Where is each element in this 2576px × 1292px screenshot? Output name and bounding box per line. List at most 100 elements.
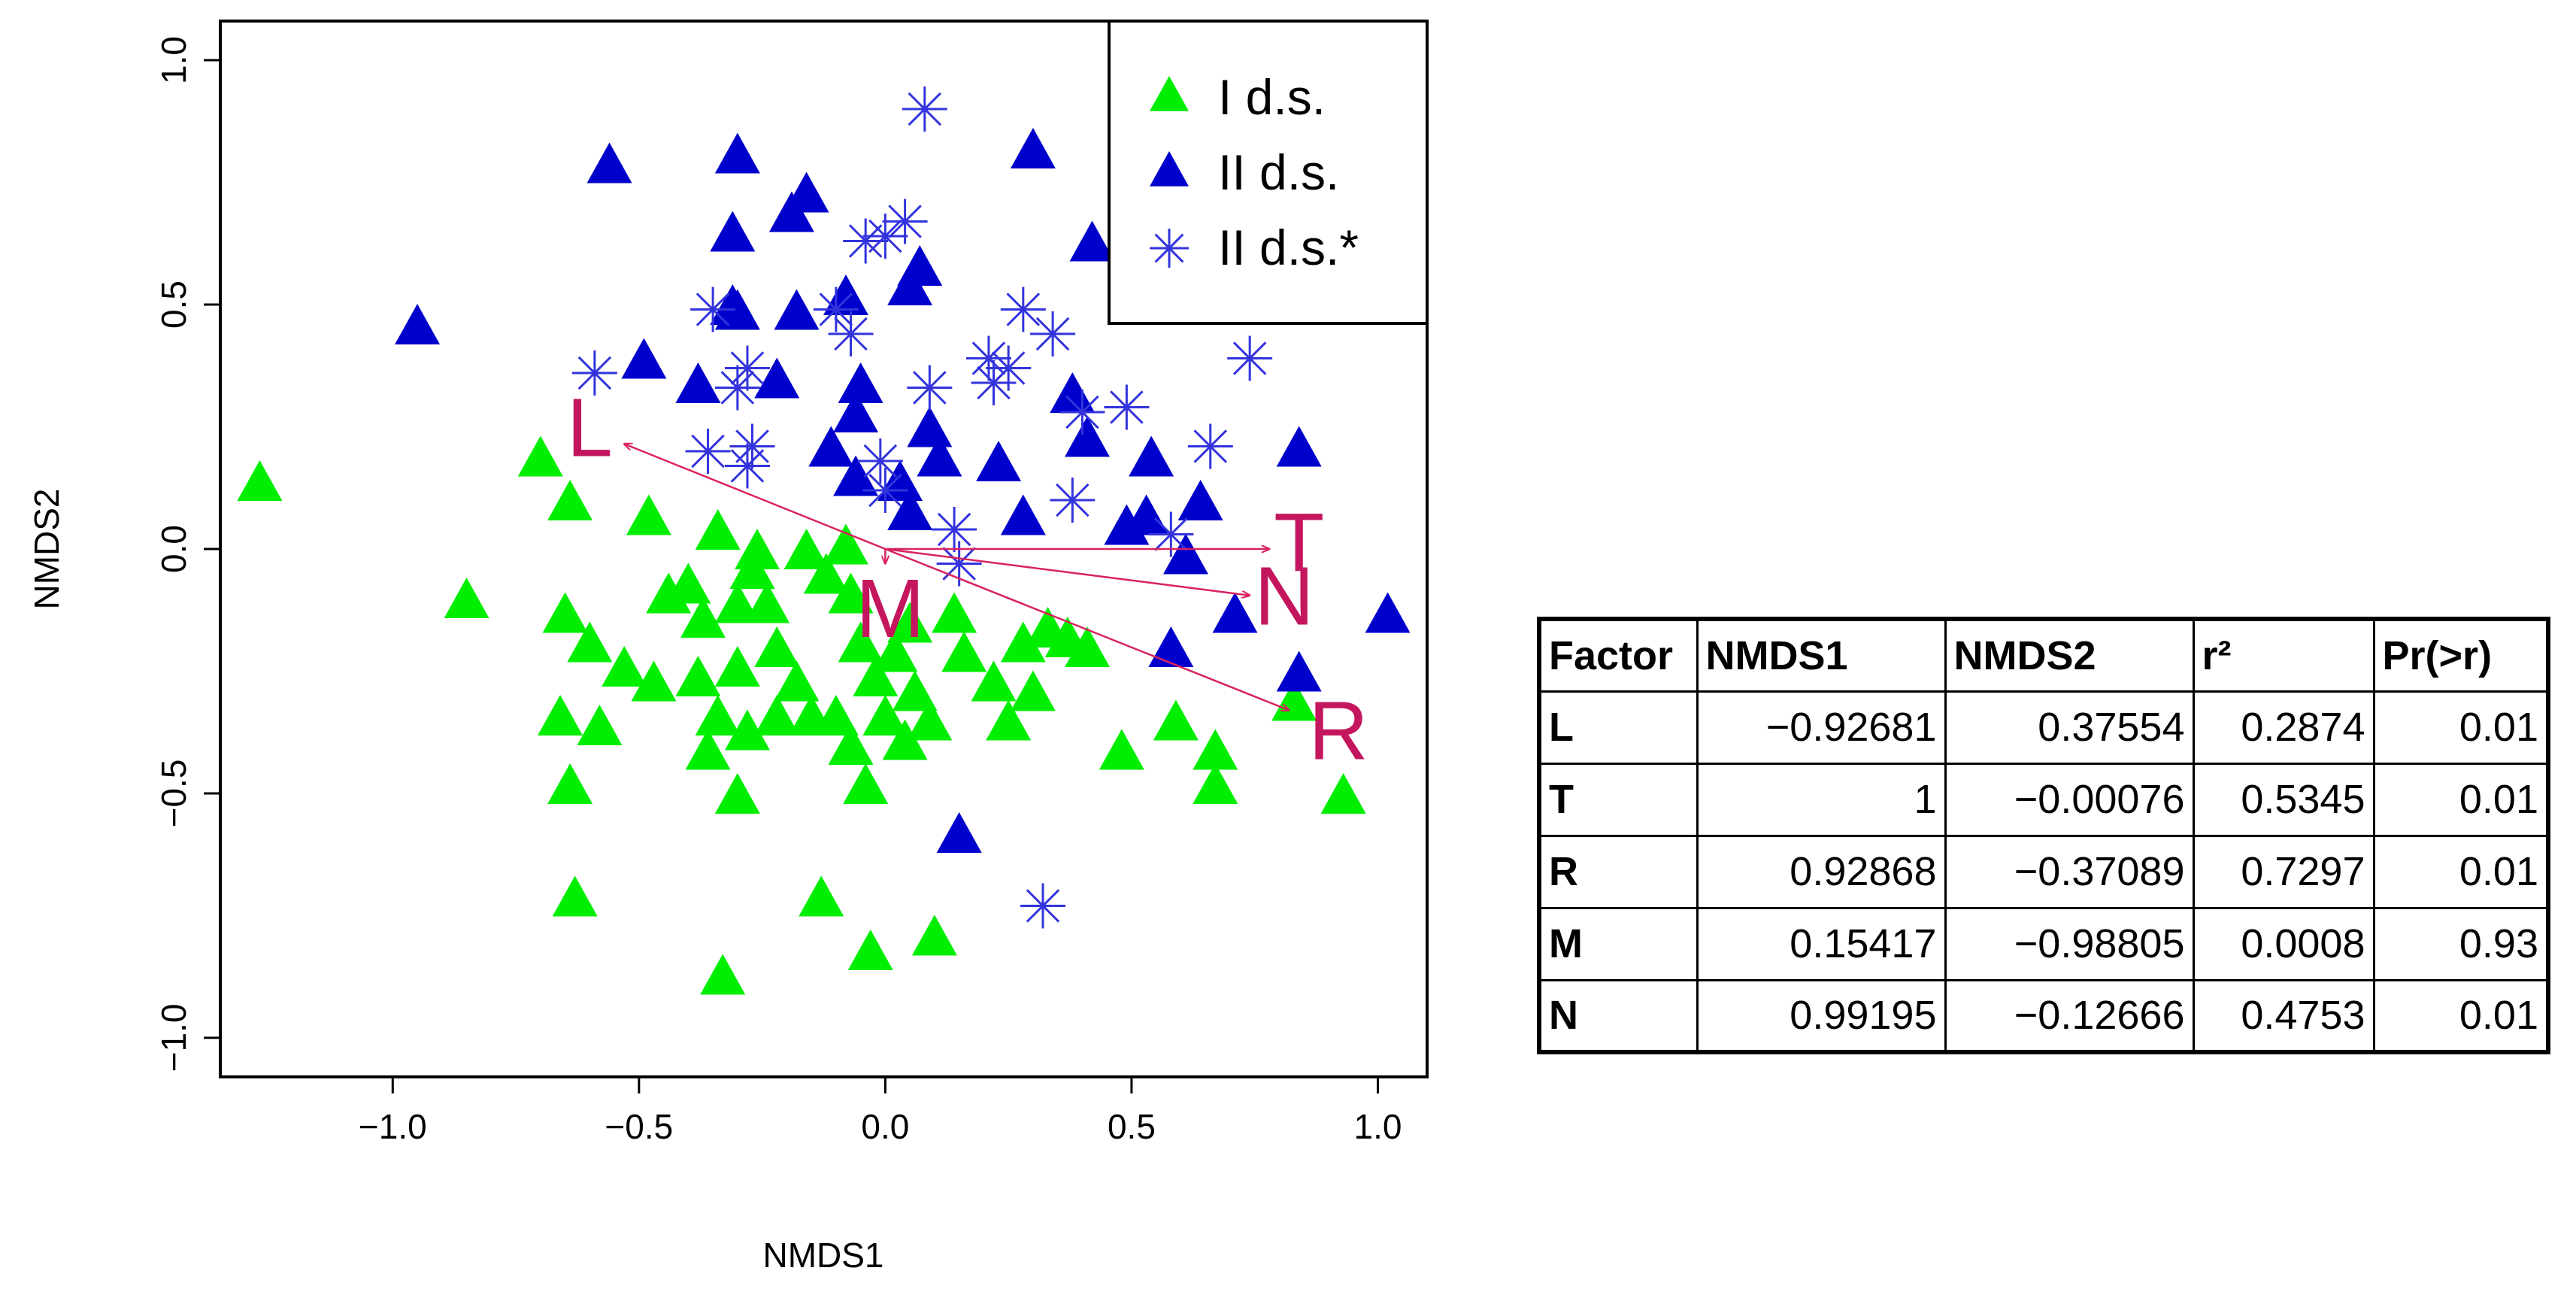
cell-factor: N	[1538, 978, 1699, 1054]
data-point	[803, 553, 849, 594]
data-point	[744, 582, 790, 623]
data-point	[1320, 773, 1366, 814]
table-header-row: Factor NMDS1 NMDS2 r² Pr(>r)	[1538, 617, 2550, 693]
legend-marker	[1150, 150, 1189, 187]
cell-factor: M	[1538, 906, 1699, 981]
x-tick-label: −0.5	[605, 1107, 673, 1146]
data-point	[1365, 592, 1411, 633]
data-point	[754, 695, 800, 736]
cell-r2: 0.7297	[2192, 834, 2375, 909]
cell-nmds2: 0.37554	[1944, 690, 2195, 765]
cell-nmds1: −0.92681	[1696, 690, 1947, 765]
data-point	[971, 660, 1017, 702]
data-point	[735, 529, 780, 570]
data-point	[665, 563, 711, 604]
data-point	[1030, 311, 1076, 356]
data-point	[887, 490, 933, 531]
vector-label: M	[856, 563, 925, 655]
data-point	[1064, 416, 1110, 457]
cell-nmds1: 0.99195	[1696, 978, 1947, 1054]
data-point	[828, 311, 874, 356]
data-point	[1148, 511, 1194, 557]
cell-nmds2: −0.37089	[1944, 834, 2195, 909]
data-point	[882, 719, 928, 760]
data-point	[1064, 626, 1110, 668]
data-point	[695, 509, 741, 550]
data-point	[1276, 426, 1322, 467]
data-point	[907, 699, 953, 741]
data-point	[857, 438, 903, 484]
y-tick-label: 1.0	[154, 36, 193, 84]
table-row: L −0.92681 0.37554 0.2874 0.01	[1538, 690, 2550, 765]
data-point	[1212, 592, 1258, 633]
axes: −1.0 −0.5 0.0 0.5 1.0 −1.0 −0.5 0.0 0.5 1.0	[154, 36, 1402, 1146]
data-point	[892, 670, 938, 711]
legend-marker	[1150, 75, 1189, 111]
cell-pr: 0.01	[2372, 834, 2550, 909]
data-point	[1059, 390, 1105, 435]
data-point	[1187, 423, 1233, 469]
col-header-factor: Factor	[1538, 617, 1699, 693]
data-point	[710, 211, 756, 252]
data-point	[547, 763, 593, 805]
data-points	[237, 86, 1411, 995]
data-point	[813, 695, 859, 736]
y-tick-label: 0.5	[154, 281, 193, 329]
vector-arrow	[624, 444, 886, 550]
data-point	[1000, 621, 1046, 663]
x-axis-label: NMDS1	[762, 1236, 883, 1275]
data-point	[813, 287, 859, 332]
data-point	[1000, 287, 1046, 332]
data-point	[833, 392, 879, 433]
data-point	[823, 523, 868, 565]
x-tick-label: −1.0	[359, 1107, 427, 1146]
data-point	[1010, 670, 1056, 711]
table-row: R 0.92868 −0.37089 0.7297 0.01	[1538, 834, 2550, 909]
vector-arrow	[885, 547, 1250, 596]
data-point	[986, 699, 1032, 741]
data-point	[799, 875, 844, 917]
data-point	[1123, 494, 1169, 535]
col-header-pr: Pr(>r)	[2372, 617, 2550, 693]
data-point	[907, 406, 953, 447]
data-point	[395, 304, 441, 345]
data-point	[833, 455, 879, 496]
col-header-nmds1: NMDS1	[1696, 617, 1947, 693]
data-point	[774, 660, 820, 702]
data-point	[911, 914, 957, 956]
data-point	[586, 142, 632, 183]
data-point	[602, 646, 647, 687]
cell-nmds2: −0.00076	[1944, 762, 2195, 837]
col-header-r2: r²	[2192, 617, 2375, 693]
data-point	[872, 631, 918, 672]
legend-label: II d.s.*	[1218, 220, 1359, 275]
data-point	[714, 365, 760, 411]
data-point	[724, 443, 770, 489]
vector-label: L	[567, 381, 613, 474]
data-point	[1129, 435, 1174, 477]
data-point	[1153, 699, 1199, 741]
data-point	[237, 460, 283, 502]
cell-nmds1: 1	[1696, 762, 1947, 837]
vector-label: T	[1274, 496, 1324, 589]
cell-pr: 0.01	[2372, 690, 2550, 765]
x-tick-label: 0.5	[1108, 1107, 1156, 1146]
vector-fit-table: Factor NMDS1 NMDS2 r² Pr(>r) L −0.92681 …	[1537, 617, 2550, 1054]
data-point	[976, 441, 1022, 482]
legend-label: II d.s.	[1218, 144, 1339, 200]
data-point	[1020, 883, 1066, 929]
cell-nmds2: −0.98805	[1944, 906, 2195, 981]
data-point	[917, 435, 962, 477]
cell-factor: T	[1538, 762, 1699, 837]
cell-nmds1: 0.15417	[1696, 906, 1947, 981]
cell-factor: L	[1538, 690, 1699, 765]
data-point	[1099, 729, 1144, 770]
cell-pr: 0.01	[2372, 978, 2550, 1054]
data-point	[754, 357, 800, 399]
cell-pr: 0.01	[2372, 762, 2550, 837]
cell-factor: R	[1538, 834, 1699, 909]
data-point	[690, 287, 736, 332]
nmds-plot: −1.0 −0.5 0.0 0.5 1.0 −1.0 −0.5 0.0 0.5 1.0 NMDS1…	[27, 20, 1429, 1275]
data-point	[538, 695, 583, 736]
data-point	[577, 705, 623, 746]
